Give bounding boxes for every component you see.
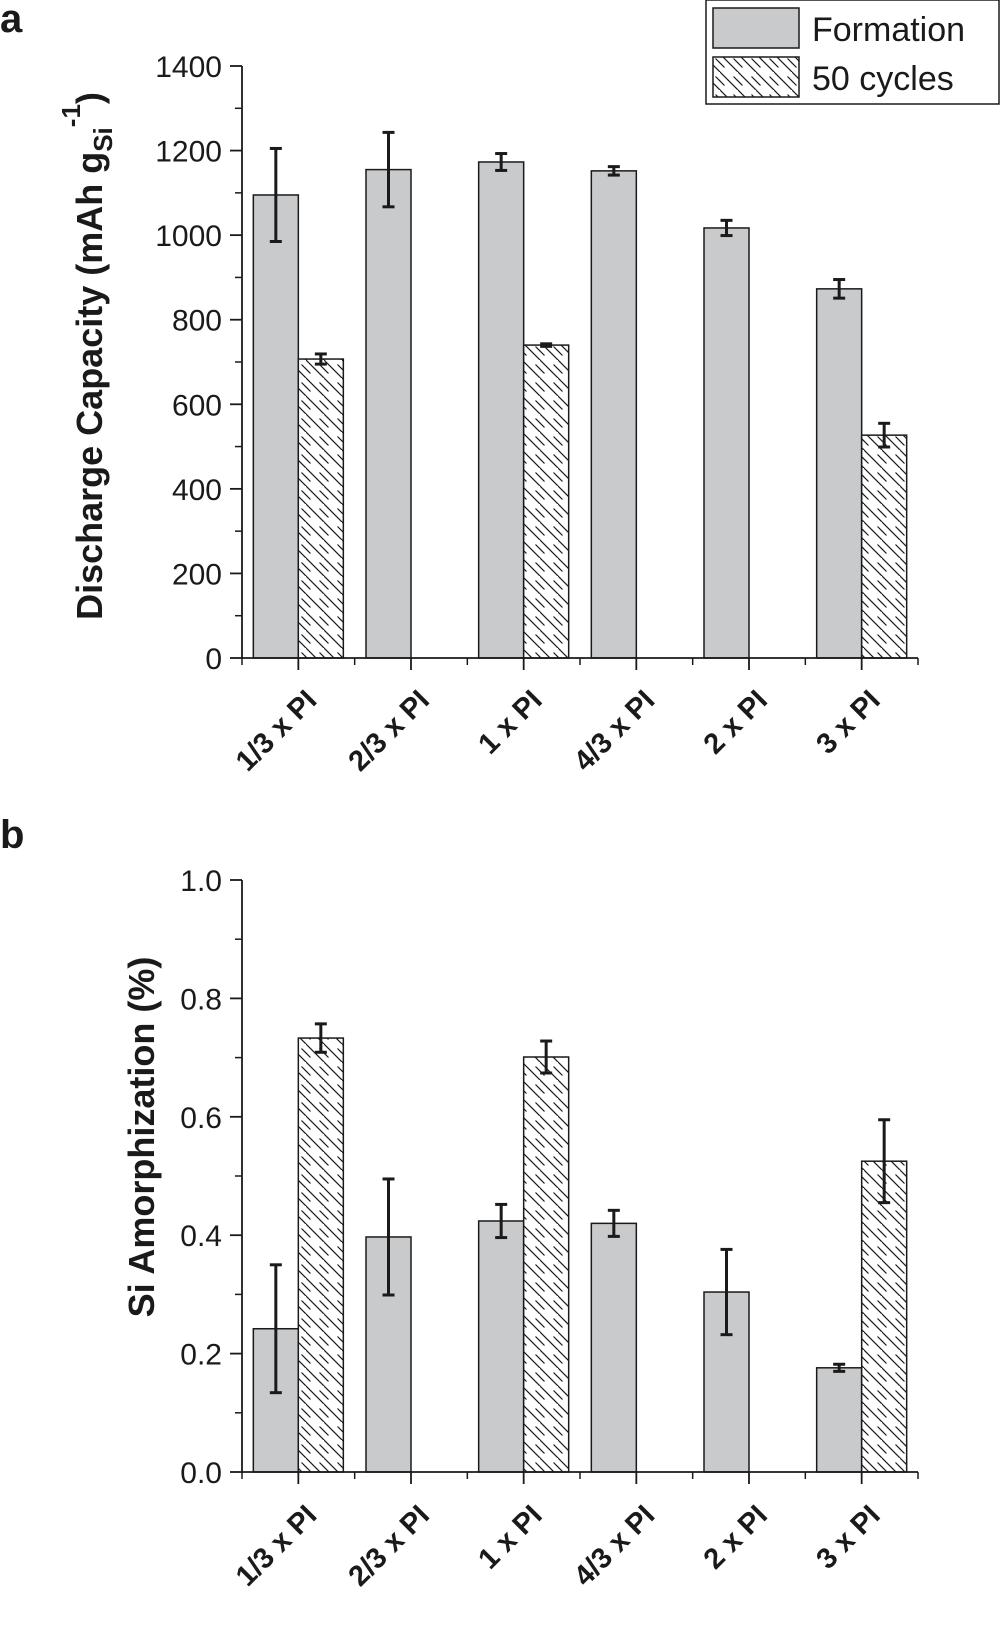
panel-b-error-bar-formation-1: [269, 1263, 282, 1395]
panel-a-error-bar-50-cycles-6: [878, 421, 891, 449]
panel-a-label: a: [0, 0, 23, 41]
panel-a-y-tick-label: 1200: [155, 136, 222, 169]
panel-a-y-tick-label: 600: [172, 389, 222, 422]
panel-a-error-bar-formation-1: [269, 146, 282, 243]
panel-a-bar-50-cycles-3: [522, 344, 570, 659]
panel-a-error-bar-50-cycles-3: [540, 342, 553, 348]
panel-a-error-bar-formation-2: [382, 130, 395, 209]
panel-a-x-tick-label-1: 1/3 x PI: [230, 684, 323, 777]
panel-a-y-axis-title-main: Discharge Capacity (mAh g: [69, 152, 110, 620]
panel-b-error-bar-50-cycles-3: [540, 1039, 553, 1075]
panel-b-bar-formation-6: [815, 1367, 863, 1473]
panel-a-error-bar-formation-5: [720, 218, 733, 238]
panel-a-x-tick-label-3: 1 x PI: [472, 684, 548, 760]
panel-b-x-tick-label-6: 3 x PI: [810, 1499, 886, 1575]
panel-b-bar-50-cycles-1: [297, 1037, 345, 1473]
panel-a-bar-formation-2: [365, 168, 412, 659]
legend-label-formation: Formation: [812, 11, 965, 49]
panel-a-error-bar-formation-4: [607, 165, 620, 177]
panel-a-x-tick-label-5: 2 x PI: [698, 684, 774, 760]
panel-a-bar-formation-3: [477, 161, 525, 659]
panel-a-y-axis-title: Discharge Capacity (mAh gSi-1): [56, 92, 118, 620]
panel-b-x-tick-label-3: 1 x PI: [472, 1499, 548, 1575]
panel-b-error-bar-formation-5: [720, 1247, 733, 1337]
panel-a-bar-formation-4: [590, 170, 638, 659]
panel-b-y-axis-title: Si Amorphization (%): [121, 957, 162, 1318]
panel-b-error-bar-50-cycles-1: [314, 1022, 327, 1054]
panel-b-y-tick-label: 0.4: [180, 1220, 222, 1253]
panel-a-y-axis-title-sup: -1: [56, 104, 86, 127]
panel-a-y-tick-label: 1000: [155, 220, 222, 253]
legend-label-50-cycles: 50 cycles: [812, 60, 954, 98]
panel-a-bar-formation-5: [703, 227, 750, 659]
panel-a-y-tick-label: 0: [205, 643, 222, 676]
panel-a-error-bar-formation-6: [833, 278, 846, 300]
legend-swatch-formation: [712, 7, 800, 49]
panel-a-bar-formation-1: [252, 194, 300, 659]
panel-b-error-bar-formation-3: [495, 1202, 508, 1240]
panel-b-error-bar-formation-2: [382, 1177, 395, 1297]
legend: Formation 50 cycles: [705, 0, 1000, 105]
panel-a-error-bar-formation-3: [495, 152, 508, 172]
legend-swatch-50-cycles: [712, 56, 800, 98]
panel-a-x-tick-label-6: 3 x PI: [810, 684, 886, 760]
panel-a-y-axis-title-sub: Si: [88, 127, 118, 152]
panel-a-y-tick-label: 800: [172, 305, 222, 338]
panel-b-error-bar-formation-4: [607, 1208, 620, 1238]
panel-a-x-tick-label-4: 4/3 x PI: [568, 684, 661, 777]
panel-a-y-tick-label: 200: [172, 558, 222, 591]
panel-b-bar-50-cycles-3: [522, 1056, 570, 1473]
panel-a-plot: 0 200 400 600 800 1000 1200 1400 1/3 x PI 2/3 x P…: [155, 51, 919, 778]
panel-a-y-axis-title-close: ): [69, 92, 110, 104]
panel-a-error-bar-50-cycles-1: [314, 352, 327, 366]
panel-a-x-tick-label-2: 2/3 x PI: [343, 684, 436, 777]
panel-b-x-tick-label-4: 4/3 x PI: [568, 1499, 661, 1592]
panel-b-label: b: [0, 813, 24, 857]
panel-b-error-bar-formation-6: [833, 1362, 846, 1373]
panel-b-x-tick-label-1: 1/3 x PI: [230, 1499, 323, 1592]
panel-b-y-tick-label: 0.6: [180, 1102, 222, 1135]
panel-b-bar-formation-4: [590, 1222, 638, 1473]
panel-b-error-bar-50-cycles-6: [878, 1118, 891, 1205]
panel-b-x-tick-label-5: 2 x PI: [698, 1499, 774, 1575]
panel-b-y-tick-label: 0.8: [180, 983, 222, 1016]
panel-a-bar-formation-6: [815, 288, 863, 659]
panel-a-y-tick-label: 1400: [155, 51, 222, 84]
panel-b-bar-formation-3: [477, 1220, 525, 1473]
panel-a-bar-50-cycles-1: [297, 358, 345, 659]
panel-b-y-tick-label: 1.0: [180, 865, 222, 898]
panel-b-x-tick-label-2: 2/3 x PI: [343, 1499, 436, 1592]
panel-a-y-tick-label: 400: [172, 474, 222, 507]
panel-b-y-tick-label: 0.0: [180, 1457, 222, 1490]
panel-b-bar-50-cycles-6: [860, 1160, 908, 1473]
panel-b-plot: 0.0 0.2 0.4 0.6 0.8 1.0 1/3 x PI 2/3 x PI 1 x PI…: [180, 865, 919, 1593]
panel-a-bar-50-cycles-6: [860, 434, 908, 659]
panel-b-y-tick-label: 0.2: [180, 1339, 222, 1372]
